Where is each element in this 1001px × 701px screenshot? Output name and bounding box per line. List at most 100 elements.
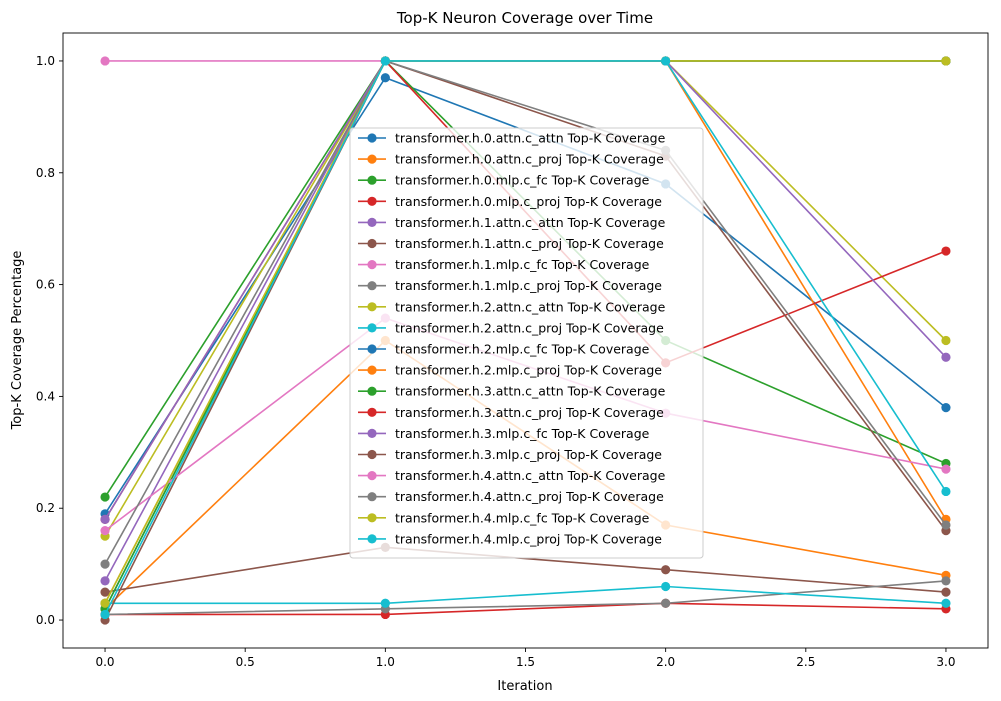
legend-marker	[367, 133, 377, 143]
data-point-0-1	[380, 73, 390, 83]
legend-item: transformer.h.0.attn.c_attn Top-K Covera…	[358, 131, 666, 146]
y-tick-label: 1.0	[36, 54, 55, 68]
data-point-17-0	[100, 559, 110, 569]
legend-item: transformer.h.1.mlp.c_proj Top-K Coverag…	[358, 278, 662, 293]
data-point-7-3	[941, 576, 951, 586]
x-tick-label: 2.5	[796, 655, 815, 669]
data-point-8-3	[941, 335, 951, 346]
x-tick-label: 2.0	[656, 655, 675, 669]
data-point-7-2	[661, 598, 671, 608]
legend-item: transformer.h.2.attn.c_attn Top-K Covera…	[358, 299, 666, 314]
legend-label: transformer.h.3.attn.c_proj Top-K Covera…	[395, 405, 664, 420]
legend-label: transformer.h.4.attn.c_attn Top-K Covera…	[395, 468, 666, 483]
y-axis-title: Top-K Coverage Percentage	[10, 251, 25, 431]
legend-label: transformer.h.0.mlp.c_fc Top-K Coverage	[395, 173, 650, 188]
y-tick-label: 0.8	[36, 166, 55, 180]
x-tick-label: 0.5	[236, 655, 255, 669]
legend: transformer.h.0.attn.c_attn Top-K Covera…	[349, 127, 704, 559]
y-tick-label: 0.6	[36, 278, 55, 292]
legend-marker	[367, 449, 377, 460]
legend-label: transformer.h.1.attn.c_attn Top-K Covera…	[395, 215, 666, 230]
legend-marker	[367, 492, 377, 502]
legend-item: transformer.h.1.mlp.c_fc Top-K Coverage	[358, 257, 650, 272]
legend-label: transformer.h.0.attn.c_attn Top-K Covera…	[395, 131, 666, 146]
x-tick-label: 3.0	[936, 655, 955, 669]
legend-marker	[367, 260, 377, 270]
legend-item: transformer.h.4.mlp.c_proj Top-K Coverag…	[358, 531, 662, 546]
data-point-18-0	[100, 598, 110, 608]
legend-label: transformer.h.4.attn.c_proj Top-K Covera…	[395, 489, 664, 504]
series-9	[100, 581, 951, 608]
legend-item: transformer.h.2.mlp.c_proj Top-K Coverag…	[358, 363, 662, 378]
y-tick-label: 0.4	[36, 389, 55, 403]
data-point-16-0	[100, 525, 110, 536]
legend-label: transformer.h.3.attn.c_attn Top-K Covera…	[395, 384, 666, 399]
legend-item: transformer.h.0.mlp.c_proj Top-K Coverag…	[358, 194, 662, 209]
data-point-16-3	[941, 464, 951, 474]
legend-item: transformer.h.3.mlp.c_proj Top-K Coverag…	[358, 447, 662, 462]
legend-marker	[367, 365, 377, 375]
series-19	[100, 56, 951, 620]
chart-title: Top-K Neuron Coverage over Time	[396, 9, 653, 27]
series-3	[100, 598, 951, 620]
x-tick-label: 0.0	[95, 655, 114, 669]
data-point-9-3	[941, 598, 951, 608]
x-tick-label: 1.5	[516, 655, 535, 669]
x-axis-title: Iteration	[497, 679, 552, 694]
legend-item: transformer.h.2.attn.c_proj Top-K Covera…	[358, 320, 664, 335]
data-point-9-2	[661, 581, 671, 592]
data-point-19-1	[380, 56, 390, 66]
legend-marker	[367, 534, 377, 544]
legend-label: transformer.h.1.mlp.c_fc Top-K Coverage	[395, 257, 650, 272]
legend-item: transformer.h.1.attn.c_proj Top-K Covera…	[358, 236, 664, 251]
legend-item: transformer.h.4.attn.c_attn Top-K Covera…	[358, 468, 666, 483]
data-point-17-3	[941, 520, 951, 530]
legend-marker	[367, 407, 377, 417]
series-line-7	[105, 580, 947, 616]
legend-label: transformer.h.3.mlp.c_fc Top-K Coverage	[395, 426, 650, 441]
series-line-17	[104, 59, 947, 565]
legend-item: transformer.h.0.attn.c_proj Top-K Covera…	[358, 152, 664, 167]
legend-item: transformer.h.1.attn.c_attn Top-K Covera…	[358, 215, 666, 230]
legend-marker	[367, 344, 377, 354]
axes: 0.0 0.5 1.0 1.5 2.0 2.5 3.0 0.0 0.2 0.4 0.6 0.8 1.0	[36, 32, 989, 669]
x-tick-label: 1.0	[376, 655, 395, 669]
legend-item: transformer.h.3.attn.c_proj Top-K Covera…	[358, 405, 664, 420]
data-point-6-0	[100, 56, 110, 66]
legend-marker	[367, 196, 377, 206]
legend-item: transformer.h.3.attn.c_attn Top-K Covera…	[358, 384, 666, 399]
legend-label: transformer.h.3.mlp.c_proj Top-K Coverag…	[395, 447, 662, 462]
data-point-19-0	[100, 609, 110, 620]
data-point-2-0	[100, 492, 110, 502]
data-point-19-3	[941, 486, 951, 497]
legend-label: transformer.h.0.attn.c_proj Top-K Covera…	[395, 152, 664, 167]
legend-item: transformer.h.4.mlp.c_fc Top-K Coverage	[358, 510, 650, 525]
legend-label: transformer.h.2.mlp.c_fc Top-K Coverage	[395, 342, 650, 357]
series-line-15	[104, 59, 947, 621]
data-point-9-1	[380, 598, 390, 608]
legend-item: transformer.h.4.attn.c_proj Top-K Covera…	[358, 489, 664, 504]
series-line-5	[104, 546, 947, 593]
data-point-5-3	[941, 587, 951, 597]
legend-box	[349, 127, 704, 559]
legend-marker	[367, 513, 377, 523]
series-line-19	[104, 60, 947, 615]
legend-marker	[367, 471, 377, 481]
y-tick-label: 0.2	[36, 501, 55, 515]
data-point-4-0	[100, 576, 110, 586]
legend-label: transformer.h.2.mlp.c_proj Top-K Coverag…	[395, 363, 662, 378]
legend-label: transformer.h.0.mlp.c_proj Top-K Coverag…	[395, 194, 662, 209]
legend-label: transformer.h.4.mlp.c_fc Top-K Coverage	[395, 510, 650, 525]
data-point-14-0	[100, 514, 110, 525]
y-tick-label: 0.0	[36, 613, 55, 627]
legend-marker	[367, 238, 377, 249]
legend-marker	[367, 281, 377, 291]
data-point-5-0	[100, 587, 110, 597]
series-line-3	[105, 602, 946, 616]
data-point-18-3	[941, 56, 951, 66]
data-point-14-3	[941, 352, 951, 362]
data-point-0-3	[941, 402, 951, 413]
legend-item: transformer.h.2.mlp.c_fc Top-K Coverage	[358, 342, 650, 357]
legend-marker	[367, 154, 377, 164]
